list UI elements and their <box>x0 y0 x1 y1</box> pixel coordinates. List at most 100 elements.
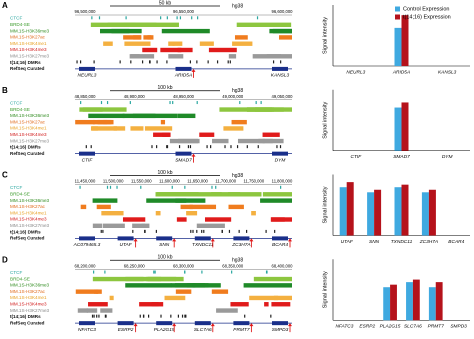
track-block <box>272 28 292 34</box>
gene-name: ZC3H7A <box>231 242 250 248</box>
track-block <box>156 192 222 197</box>
track-block <box>166 16 168 20</box>
bar <box>374 189 382 236</box>
track-block <box>273 295 292 301</box>
track-block <box>197 16 199 20</box>
coordinate: 96,600,000 <box>272 9 294 14</box>
exon <box>117 236 134 241</box>
coordinate: 48,950,000 <box>173 94 195 99</box>
bar <box>401 15 409 66</box>
track-block <box>169 101 171 105</box>
track-block <box>105 314 107 318</box>
x-tick-label: SMAD7 <box>393 154 410 160</box>
track-block <box>171 185 173 189</box>
track-block <box>79 185 81 189</box>
track-block <box>260 101 262 105</box>
exon <box>272 151 288 156</box>
coordinate: 68,400,000 <box>272 263 294 268</box>
track-block <box>206 145 208 149</box>
track-block <box>97 119 114 125</box>
track-block <box>196 101 198 105</box>
track-block <box>132 223 145 228</box>
exon <box>175 66 192 71</box>
exon <box>79 151 95 156</box>
track-block <box>98 314 100 318</box>
track-block <box>168 41 175 46</box>
track-block <box>177 314 180 318</box>
gene-name: AC079465.3 <box>73 242 101 248</box>
track-block <box>207 60 209 64</box>
x-tick-label: KANSL3 <box>438 69 457 75</box>
bar <box>383 287 391 321</box>
track-label: MM.1S-H3K36me3 <box>10 283 50 288</box>
track-block <box>100 229 102 233</box>
x-tick-label: ESRP2 <box>359 324 375 330</box>
track-block <box>223 126 244 131</box>
gene-name: ARID5A <box>174 73 192 79</box>
track-block <box>125 276 144 282</box>
bar <box>412 279 420 321</box>
track-block <box>184 270 186 274</box>
track-label: CTCF <box>10 185 22 190</box>
legend-label: t(14;16) Expression <box>403 14 451 20</box>
x-tick-label: CTIF <box>350 154 362 160</box>
track-label: MM.1S-H3K27ac <box>10 289 46 294</box>
track-block <box>107 22 157 27</box>
track-block <box>201 270 203 274</box>
x-tick-label: TXNDC11 <box>391 239 413 245</box>
track-block <box>211 192 241 197</box>
exon <box>79 321 95 326</box>
track-block <box>125 283 172 288</box>
gene-name: TXNDC11 <box>192 242 214 248</box>
track-block <box>174 283 209 288</box>
x-tick-label: SLC7A6 <box>404 324 422 330</box>
track-block <box>216 60 219 64</box>
track-block <box>93 270 95 274</box>
arrow-head <box>191 153 196 157</box>
y-axis-label: Signal intensity <box>322 186 328 223</box>
track-block <box>271 302 291 307</box>
coordinate: 48,900,000 <box>124 94 146 99</box>
track-block <box>262 138 284 144</box>
track-label: MM.1S-H3K4me3 <box>10 217 47 222</box>
track-block <box>160 16 162 20</box>
exon <box>156 236 173 241</box>
y-axis-label: Signal intensity <box>322 102 328 139</box>
coordinate: 68,200,000 <box>75 263 97 268</box>
track-block <box>130 126 144 131</box>
legend-label: Control Expression <box>403 6 449 12</box>
y-axis-label: Signal intensity <box>322 17 328 54</box>
track-block <box>130 60 132 64</box>
track-block <box>246 107 292 112</box>
track-label: MM.1S-H3K27me3 <box>10 138 50 143</box>
coordinate: 11,450,000 <box>75 179 96 184</box>
coordinate: 11,800,000 <box>272 179 293 184</box>
exon <box>272 66 288 71</box>
x-tick-label: BCAR4 <box>448 239 464 245</box>
track-block <box>142 314 145 318</box>
track-block <box>91 314 94 318</box>
gene-name: BCAR4 <box>272 242 288 248</box>
track-block <box>147 276 184 282</box>
track-block <box>191 16 193 20</box>
gene-name: NFATC3 <box>78 327 96 333</box>
bar <box>428 189 436 236</box>
track-block <box>166 145 169 149</box>
x-tick-label: DYM <box>442 154 453 160</box>
coordinate: 68,350,000 <box>222 263 244 268</box>
bar <box>346 182 354 236</box>
arrow-head <box>210 323 215 327</box>
track-block <box>187 145 190 149</box>
track-label: MM.1S-H3K4me3 <box>10 47 47 52</box>
arrow-head <box>210 238 215 242</box>
track-block <box>129 101 131 105</box>
track-block <box>162 132 170 137</box>
track-block <box>208 47 237 53</box>
coordinate: 68,300,000 <box>173 263 195 268</box>
track-block <box>236 145 239 149</box>
track-block <box>143 35 152 40</box>
track-block <box>256 16 259 20</box>
track-block <box>251 211 256 216</box>
track-block <box>280 60 282 64</box>
bar <box>367 192 375 236</box>
